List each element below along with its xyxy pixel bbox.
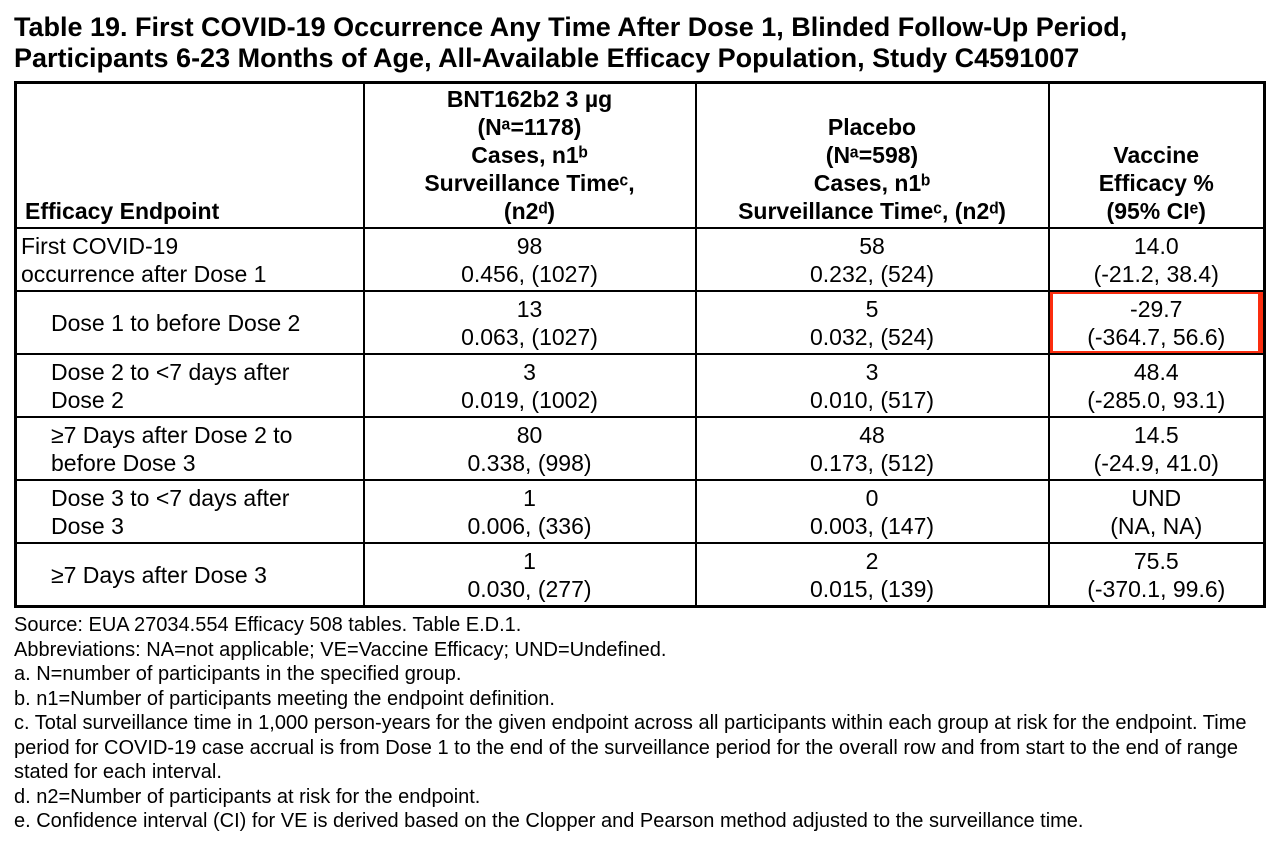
bnt162b2-value: 1 0.006, (336) <box>467 484 592 539</box>
bnt162b2-cell: 1 0.006, (336) <box>362 479 697 544</box>
endpoint-label: Dose 3 to <7 days after Dose 3 <box>51 484 290 539</box>
placebo-cell: 48 0.173, (512) <box>694 416 1050 481</box>
header-vaccine-efficacy: Vaccine Efficacy % (95% CIᵉ) <box>1047 81 1266 229</box>
vaccine-efficacy-value: UND (NA, NA) <box>1110 484 1203 539</box>
endpoint-cell: ≥7 Days after Dose 2 to before Dose 3 <box>14 416 365 481</box>
placebo-cell: 5 0.032, (524) <box>694 290 1050 355</box>
bnt162b2-cell: 98 0.456, (1027) <box>362 227 697 292</box>
table-row-overall: First COVID-19 occurrence after Dose 1 9… <box>14 227 1266 292</box>
footnote-abbreviations: Abbreviations: NA=not applicable; VE=Vac… <box>14 638 667 661</box>
footnote-d: d. n2=Number of participants at risk for… <box>14 785 481 808</box>
footnote-c: c. Total surveillance time in 1,000 pers… <box>14 712 1247 783</box>
endpoint-cell: Dose 1 to before Dose 2 <box>14 290 365 355</box>
table-row-dose1-to-dose2: Dose 1 to before Dose 2 13 0.063, (1027)… <box>14 290 1266 355</box>
placebo-cell: 3 0.010, (517) <box>694 353 1050 418</box>
bnt162b2-cell: 1 0.030, (277) <box>362 542 697 608</box>
footnote-a: a. N=number of participants in the speci… <box>14 663 462 685</box>
vaccine-efficacy-value: -29.7 (-364.7, 56.6) <box>1087 295 1226 350</box>
endpoint-label: Dose 1 to before Dose 2 <box>51 309 301 336</box>
bnt162b2-value: 98 0.456, (1027) <box>461 232 598 287</box>
endpoint-label: ≥7 Days after Dose 2 to before Dose 3 <box>51 421 293 476</box>
placebo-value: 0 0.003, (147) <box>809 484 935 539</box>
vaccine-efficacy-cell-highlighted: -29.7 (-364.7, 56.6) <box>1047 290 1266 355</box>
endpoint-cell: First COVID-19 occurrence after Dose 1 <box>14 227 365 292</box>
header-efficacy-endpoint-label: Efficacy Endpoint <box>25 198 220 224</box>
footnote-b: b. n1=Number of participants meeting the… <box>14 687 555 710</box>
endpoint-label: Dose 2 to <7 days after Dose 2 <box>51 358 290 413</box>
vaccine-efficacy-cell: UND (NA, NA) <box>1047 479 1266 544</box>
endpoint-label: First COVID-19 occurrence after Dose 1 <box>21 232 267 287</box>
placebo-value: 58 0.232, (524) <box>809 232 935 287</box>
vaccine-efficacy-value: 14.0 (-21.2, 38.4) <box>1093 232 1219 287</box>
bnt162b2-value: 3 0.019, (1002) <box>461 358 598 413</box>
table-title: Table 19. First COVID-19 Occurrence Any … <box>14 12 1128 73</box>
header-vaccine-efficacy-label: Vaccine Efficacy % (95% CIᵉ) <box>1098 142 1214 224</box>
vaccine-efficacy-value: 75.5 (-370.1, 99.6) <box>1087 547 1226 602</box>
footnote-source: Source: EUA 27034.554 Efficacy 508 table… <box>14 614 522 636</box>
table-row-dose3-lt7: Dose 3 to <7 days after Dose 3 1 0.006, … <box>14 479 1266 544</box>
vaccine-efficacy-cell: 48.4 (-285.0, 93.1) <box>1047 353 1266 418</box>
table-header-row: Efficacy Endpoint BNT162b2 3 µg (Nᵃ=1178… <box>14 81 1266 229</box>
vaccine-efficacy-value: 14.5 (-24.9, 41.0) <box>1093 421 1219 476</box>
table-row-ge7-dose2: ≥7 Days after Dose 2 to before Dose 3 80… <box>14 416 1266 481</box>
placebo-cell: 2 0.015, (139) <box>694 542 1050 608</box>
table-row-dose2-lt7: Dose 2 to <7 days after Dose 2 3 0.019, … <box>14 353 1266 418</box>
bnt162b2-value: 1 0.030, (277) <box>467 547 592 602</box>
endpoint-label: ≥7 Days after Dose 3 <box>51 561 267 588</box>
header-bnt162b2: BNT162b2 3 µg (Nᵃ=1178) Cases, n1ᵇ Surve… <box>362 81 697 229</box>
bnt162b2-value: 13 0.063, (1027) <box>461 295 598 350</box>
footnotes: Source: EUA 27034.554 Efficacy 508 table… <box>14 613 1266 834</box>
endpoint-cell: ≥7 Days after Dose 3 <box>14 542 365 608</box>
bnt162b2-cell: 13 0.063, (1027) <box>362 290 697 355</box>
placebo-cell: 0 0.003, (147) <box>694 479 1050 544</box>
placebo-value: 5 0.032, (524) <box>809 295 935 350</box>
table-row-ge7-dose3: ≥7 Days after Dose 3 1 0.030, (277) 2 0.… <box>14 542 1266 608</box>
vaccine-efficacy-cell: 14.5 (-24.9, 41.0) <box>1047 416 1266 481</box>
placebo-value: 2 0.015, (139) <box>809 547 935 602</box>
endpoint-cell: Dose 2 to <7 days after Dose 2 <box>14 353 365 418</box>
efficacy-table: Efficacy Endpoint BNT162b2 3 µg (Nᵃ=1178… <box>14 81 1266 608</box>
header-placebo-label: Placebo (Nᵃ=598) Cases, n1ᵇ Surveillance… <box>738 114 1006 224</box>
placebo-cell: 58 0.232, (524) <box>694 227 1050 292</box>
endpoint-cell: Dose 3 to <7 days after Dose 3 <box>14 479 365 544</box>
footnote-e: e. Confidence interval (CI) for VE is de… <box>14 810 1084 832</box>
bnt162b2-value: 80 0.338, (998) <box>467 421 592 476</box>
bnt162b2-cell: 80 0.338, (998) <box>362 416 697 481</box>
placebo-value: 48 0.173, (512) <box>809 421 935 476</box>
header-bnt162b2-label: BNT162b2 3 µg (Nᵃ=1178) Cases, n1ᵇ Surve… <box>424 86 635 224</box>
vaccine-efficacy-value: 48.4 (-285.0, 93.1) <box>1087 358 1226 413</box>
header-placebo: Placebo (Nᵃ=598) Cases, n1ᵇ Surveillance… <box>694 81 1050 229</box>
vaccine-efficacy-cell: 14.0 (-21.2, 38.4) <box>1047 227 1266 292</box>
bnt162b2-cell: 3 0.019, (1002) <box>362 353 697 418</box>
header-efficacy-endpoint: Efficacy Endpoint <box>14 81 365 229</box>
placebo-value: 3 0.010, (517) <box>809 358 935 413</box>
vaccine-efficacy-cell: 75.5 (-370.1, 99.6) <box>1047 542 1266 608</box>
